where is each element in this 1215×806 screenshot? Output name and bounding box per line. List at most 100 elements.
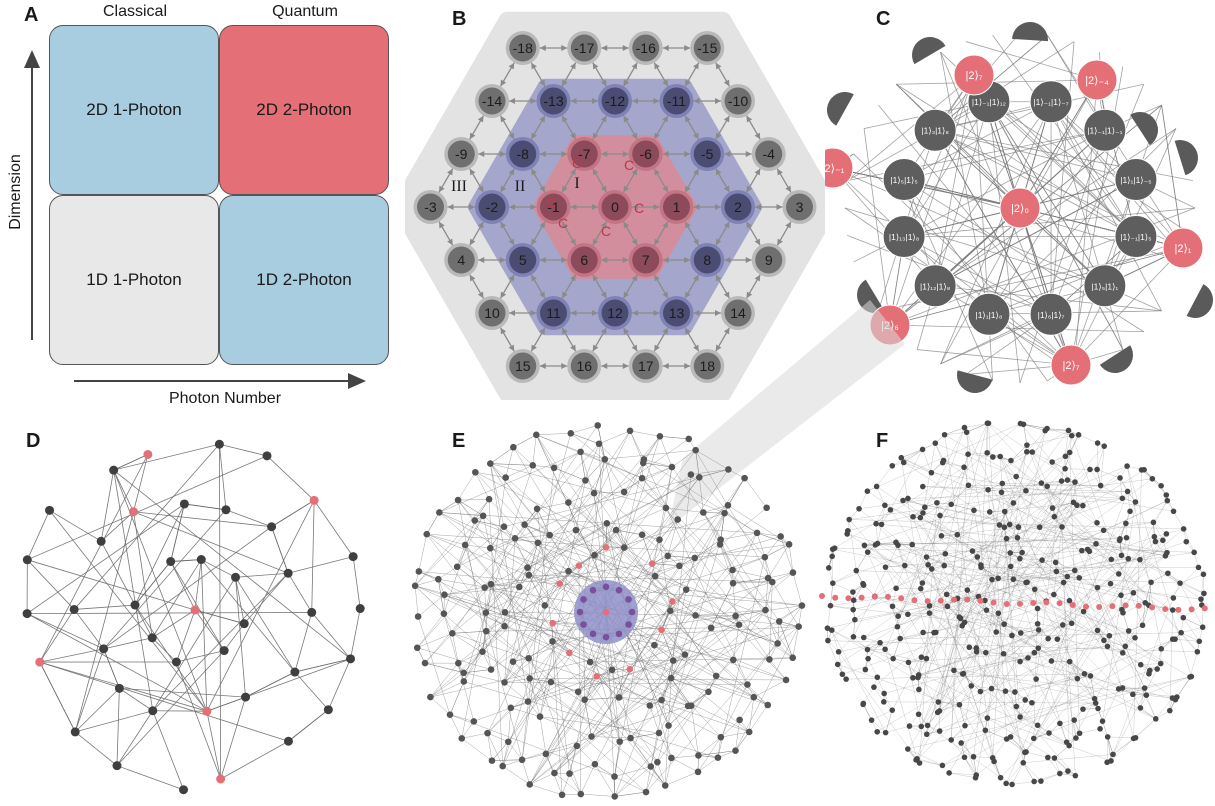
lattice-node: [632, 246, 660, 274]
graph-node: [972, 774, 979, 781]
graph-node: [890, 655, 896, 662]
graph-edge: [698, 750, 736, 756]
graph-edge: [720, 719, 740, 738]
edge-arrowhead: [745, 257, 752, 263]
graph-edge: [827, 605, 831, 629]
edge-arrowhead: [530, 310, 537, 316]
graph-edge: [961, 670, 1150, 744]
graph-node: [1045, 635, 1051, 642]
graph-node: [1075, 432, 1082, 438]
graph-edge: [664, 678, 672, 786]
highlight-node: [898, 595, 905, 602]
graph-edge: [561, 773, 570, 795]
graph-edge: [614, 691, 709, 797]
highlight-node: [1030, 599, 1037, 606]
graph-edge: [641, 534, 668, 557]
graph-node: [591, 760, 599, 768]
lattice-node: [693, 246, 721, 274]
edge-arrowhead: [623, 327, 630, 335]
edge-arrowhead: [684, 45, 691, 51]
graph-edge: [614, 791, 647, 797]
graph-edge: [670, 677, 692, 706]
graph-edge: [909, 725, 928, 727]
graph-edge: [918, 657, 922, 675]
graph-node: [1198, 596, 1204, 602]
graph-node: [1024, 442, 1030, 448]
graph-edge: [624, 534, 643, 548]
graph-edge: [874, 445, 1028, 597]
graph-node: [882, 502, 888, 509]
graph-edge: [1054, 757, 1069, 772]
graph-edge: [876, 486, 886, 506]
graph-node: [1034, 620, 1041, 627]
region-label-3: III: [451, 178, 467, 195]
graph-edge: [490, 463, 666, 509]
graph-edge: [206, 711, 222, 780]
graph-node: [616, 738, 624, 745]
graph-node: [874, 728, 881, 735]
grey-state-node: [913, 108, 957, 152]
lattice-node-label: 1: [673, 199, 681, 215]
graph-edge: [430, 672, 464, 698]
graph-node: [112, 761, 122, 771]
red-state-node: [953, 54, 995, 96]
graph-node: [427, 693, 434, 701]
graph-edge: [113, 443, 220, 471]
graph-node: [860, 701, 866, 708]
graph-edge: [594, 741, 620, 765]
x-axis-arrowhead: [348, 373, 366, 389]
graph-edge: [874, 596, 893, 607]
graph-edge: [688, 438, 799, 627]
graph-node: [1017, 714, 1023, 720]
graph-node: [881, 690, 887, 697]
graph-node: [997, 453, 1003, 460]
graph-node: [831, 545, 838, 551]
edge-arrowhead: [439, 185, 445, 193]
graph-node: [853, 567, 860, 574]
edge-arrowhead: [600, 221, 607, 229]
graph-edge: [1022, 552, 1080, 578]
lattice-node-label: -18: [513, 40, 533, 56]
graph-node: [1141, 466, 1147, 473]
graph-node: [1076, 574, 1083, 581]
graph-edge: [527, 681, 552, 702]
graph-edge: [885, 710, 893, 733]
lattice-node-label: -15: [697, 40, 717, 56]
graph-edge: [594, 764, 615, 777]
graph-edge: [735, 626, 799, 751]
graph-edge: [964, 423, 989, 428]
graph-edge: [720, 731, 750, 738]
graph-edge: [103, 637, 153, 650]
graph-node: [926, 610, 933, 616]
graph-edge: [443, 613, 475, 722]
graph-edge: [1148, 582, 1152, 606]
graph-edge: [630, 609, 766, 739]
graph-node: [898, 454, 905, 461]
highlight-node: [977, 597, 984, 604]
graph-node: [905, 495, 911, 502]
graph-edge: [504, 658, 529, 683]
graph-edge: [457, 466, 673, 567]
graph-edge: [960, 541, 1187, 619]
graph-edge: [916, 481, 1076, 759]
graph-edge: [113, 470, 154, 711]
graph-edge: [1139, 559, 1152, 583]
lattice-node: [601, 193, 629, 221]
graph-edge: [1005, 678, 1078, 692]
edge-arrowhead: [562, 185, 568, 193]
graph-edge: [863, 536, 1155, 638]
graph-edge: [1109, 635, 1126, 647]
graph-edge: [539, 682, 552, 717]
graph-node: [850, 634, 857, 640]
grey-state-node: [1083, 108, 1127, 152]
graph-edge: [717, 737, 722, 758]
graph-node: [1200, 571, 1207, 578]
edge-arrowhead: [684, 257, 691, 263]
lattice-node: [570, 352, 598, 380]
highlight-node: [1175, 606, 1182, 613]
graph-node: [1148, 579, 1154, 586]
graph-node: [458, 735, 466, 742]
graph-node: [651, 572, 659, 580]
grey-state-node: [1083, 264, 1127, 308]
graph-edge: [618, 569, 733, 698]
